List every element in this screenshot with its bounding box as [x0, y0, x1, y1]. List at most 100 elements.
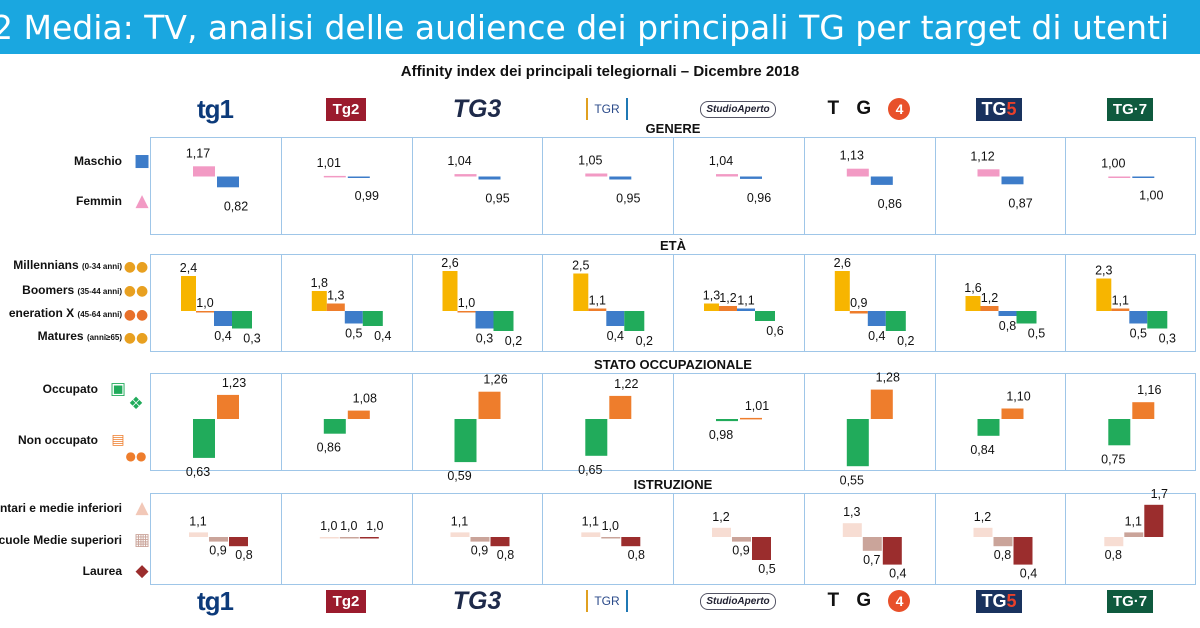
column-divider — [935, 493, 936, 585]
bar-maschio — [585, 173, 608, 177]
row-label-maschio: Maschio — [73, 154, 122, 168]
logo-tg4: T G 4 — [804, 92, 934, 126]
faces-icon: ●● — [123, 283, 149, 299]
data-label-edu-1: 0,9 — [732, 544, 749, 558]
data-label-age-0: 1,8 — [311, 276, 328, 290]
column-divider — [673, 373, 674, 471]
tg2-logo-text: Tg2 — [325, 589, 367, 613]
data-label-femmin: 0,95 — [616, 192, 640, 206]
column-divider — [542, 137, 543, 235]
column-divider — [542, 373, 543, 471]
column-divider — [1065, 373, 1066, 471]
data-label-age-0: 2,6 — [834, 256, 851, 270]
bar-femmin — [870, 176, 893, 185]
column-divider — [542, 493, 543, 585]
tg5-letters: TG — [981, 590, 1007, 611]
column-divider — [1065, 254, 1066, 352]
bar-age-1 — [326, 303, 345, 311]
section-istruzione: ISTRUZIONE — [633, 477, 713, 492]
column-divider — [935, 254, 936, 352]
data-label-edu-0: 1,1 — [451, 514, 468, 528]
tgla7-logo-text: TG·7 — [1106, 589, 1154, 613]
bar-age-3 — [624, 311, 645, 331]
faces-icon: ●● — [123, 307, 149, 323]
row-label-laurea: Laurea — [82, 564, 122, 578]
row-label-genx: eneration X (45-64 anni) — [9, 306, 122, 320]
bar-age-3 — [232, 311, 252, 329]
bar-edu-1 — [993, 537, 1013, 547]
graduation-icon: ◆ — [135, 561, 149, 581]
column-divider — [412, 373, 413, 471]
logo-tg3: TG3 — [412, 92, 542, 126]
logo-tg1-bottom: tg1 — [150, 584, 280, 618]
data-label-occupato: 1,08 — [353, 392, 377, 406]
tg5-letters: TG — [981, 98, 1007, 119]
bar-edu-2 — [359, 537, 379, 539]
data-label-age-0: 2,6 — [441, 256, 458, 270]
tg1-logo-text: tg1 — [197, 585, 234, 616]
faces-icon: ●● — [123, 259, 149, 275]
people-icon: ●● — [125, 449, 147, 463]
matures-text: Matures — [37, 329, 84, 343]
studioaperto-logo-text: StudioAperto — [700, 100, 776, 118]
data-label-age-0: 1,6 — [964, 281, 981, 295]
data-label-age-2: 0,3 — [476, 332, 493, 346]
bar-age-3 — [1147, 311, 1168, 329]
data-label-age-0: 2,4 — [180, 261, 197, 275]
bar-age-3 — [885, 311, 906, 331]
genx-age: (45-64 anni) — [77, 310, 122, 319]
bar-edu-0 — [581, 532, 601, 537]
bar-maschio — [846, 168, 869, 177]
bar-edu-1 — [1124, 532, 1144, 537]
bar-age-1 — [849, 311, 868, 314]
bar-maschio — [716, 174, 738, 177]
bar-femmin — [740, 176, 762, 179]
data-label-femmin: 0,99 — [355, 189, 379, 203]
bar-age-2 — [737, 308, 755, 311]
bar-femmin — [1001, 176, 1024, 185]
column-divider — [412, 254, 413, 352]
column-divider — [281, 373, 282, 471]
boomers-age: (35-44 anni) — [77, 287, 122, 296]
data-label-edu-1: 0,9 — [209, 544, 226, 558]
bar-occupato — [1132, 402, 1155, 419]
logo-row-top: tg1 Tg2 TG3 TGR StudioAperto T G 4 TG5 T… — [150, 92, 1196, 126]
column-divider — [673, 254, 674, 352]
data-label-edu-1: 1,0 — [602, 519, 619, 533]
data-label-occupato: 1,28 — [876, 371, 900, 385]
data-label-non-occupato: 0,65 — [578, 463, 602, 477]
logo-tg2: Tg2 — [281, 92, 411, 126]
data-label-age-2: 0,8 — [999, 319, 1016, 333]
data-label-maschio: 1,17 — [186, 146, 210, 160]
bar-femmin — [1132, 176, 1155, 178]
bar-edu-1 — [601, 537, 621, 539]
data-label-age-2: 0,4 — [868, 329, 885, 343]
bar-edu-1 — [732, 537, 751, 542]
bar-occupato — [870, 389, 893, 419]
bar-non-occupato — [977, 419, 1000, 436]
logo-row-bottom: tg1 Tg2 TG3 TGR StudioAperto T G 4 TG5 T… — [150, 584, 1196, 618]
data-label-maschio: 1,00 — [1101, 157, 1125, 171]
data-label-age-1: 1,2 — [981, 291, 998, 305]
bar-non-occupato — [1108, 419, 1131, 446]
column-divider — [935, 373, 936, 471]
bar-age-0 — [573, 273, 589, 311]
data-label-maschio: 1,12 — [970, 149, 994, 163]
bar-occupato — [347, 410, 370, 419]
bar-occupato — [217, 394, 239, 419]
data-label-occupato: 1,22 — [614, 377, 638, 391]
data-label-age-3: 0,3 — [243, 332, 260, 346]
data-label-age-1: 1,2 — [719, 291, 736, 305]
column-divider — [412, 137, 413, 235]
tg5-number: 5 — [1006, 590, 1017, 611]
bar-age-1 — [588, 308, 607, 311]
data-label-edu-0: 1,1 — [189, 514, 206, 528]
bar-age-1 — [1111, 308, 1130, 311]
bar-age-2 — [475, 311, 494, 329]
data-label-age-0: 1,3 — [703, 289, 720, 303]
chart-title: Affinity index dei principali telegiorna… — [400, 63, 800, 80]
data-label-edu-2: 0,8 — [497, 548, 514, 562]
tg5-logo-text: TG5 — [976, 589, 1022, 613]
header-banner: 2 Media: TV, analisi delle audience dei … — [0, 0, 1200, 54]
